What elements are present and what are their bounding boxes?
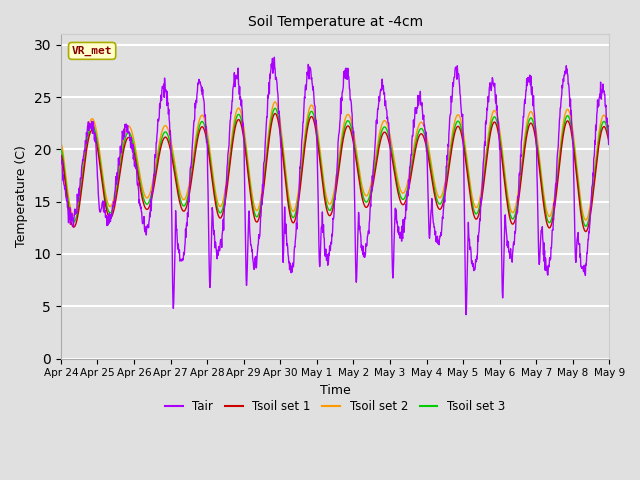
Tsoil set 1 [166, 143, 173, 149]
Tair [166, 120, 173, 126]
Tsoil set 2 [241, 128, 248, 133]
Tair [493, 107, 500, 113]
Tsoil set 2 [57, 141, 65, 147]
Tsoil set 2 [179, 196, 187, 202]
Line: Tsoil set 2: Tsoil set 2 [61, 102, 609, 220]
Tair [605, 142, 613, 147]
Tsoil set 3 [241, 134, 248, 140]
Tsoil set 1 [582, 228, 589, 234]
Tsoil set 2 [420, 125, 428, 131]
Legend: Tair, Tsoil set 1, Tsoil set 2, Tsoil set 3: Tair, Tsoil set 1, Tsoil set 2, Tsoil se… [161, 395, 510, 418]
Tsoil set 1 [271, 111, 279, 117]
Tair [271, 54, 278, 60]
Tsoil set 2 [605, 127, 613, 133]
Tsoil set 2 [271, 99, 279, 105]
Line: Tsoil set 1: Tsoil set 1 [61, 114, 609, 231]
Tsoil set 3 [582, 223, 589, 229]
Tsoil set 2 [582, 217, 589, 223]
Tsoil set 1 [605, 138, 613, 144]
Text: VR_met: VR_met [72, 46, 113, 56]
Tsoil set 1 [420, 136, 428, 142]
Tsoil set 2 [541, 197, 548, 203]
Tair [241, 157, 248, 163]
Tsoil set 3 [420, 131, 428, 137]
Tsoil set 3 [605, 133, 613, 139]
Tsoil set 3 [166, 138, 173, 144]
Tsoil set 3 [492, 116, 500, 122]
Tsoil set 3 [271, 106, 279, 111]
Tsoil set 1 [57, 153, 65, 158]
Y-axis label: Temperature (C): Temperature (C) [15, 145, 28, 247]
Tsoil set 1 [241, 139, 248, 145]
Tair [179, 257, 187, 263]
Tsoil set 2 [166, 132, 173, 137]
X-axis label: Time: Time [320, 384, 351, 397]
Line: Tsoil set 3: Tsoil set 3 [61, 108, 609, 226]
Tair [57, 152, 65, 158]
Line: Tair: Tair [61, 57, 609, 315]
Title: Soil Temperature at -4cm: Soil Temperature at -4cm [248, 15, 422, 29]
Tsoil set 3 [57, 147, 65, 153]
Tsoil set 1 [541, 208, 548, 214]
Tsoil set 1 [492, 121, 500, 127]
Tsoil set 3 [179, 203, 187, 208]
Tair [420, 122, 428, 128]
Tsoil set 2 [492, 110, 500, 116]
Tair [541, 267, 549, 273]
Tair [462, 312, 470, 318]
Tsoil set 1 [179, 208, 187, 214]
Tsoil set 3 [541, 203, 548, 209]
